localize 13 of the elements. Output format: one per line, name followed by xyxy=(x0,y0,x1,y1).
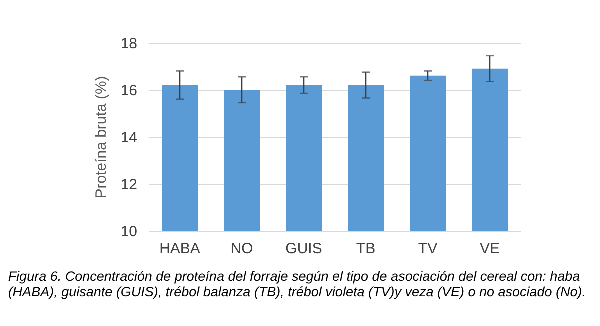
y-tick-label: 16 xyxy=(120,82,138,100)
y-tick-label: 10 xyxy=(120,224,138,240)
x-tick-label: TB xyxy=(356,240,376,258)
y-axis-title: Proteína bruta (%) xyxy=(92,76,110,199)
y-tick-label: 12 xyxy=(120,176,138,194)
y-tick-label: 18 xyxy=(120,36,138,52)
x-tick-label: GUIS xyxy=(286,240,322,258)
x-tick-label: TV xyxy=(418,240,438,258)
x-tick-label: HABA xyxy=(160,240,200,258)
text: Figura 6. Concentración de proteína del forraje según el tipo de asociación del cereal con: haba (HABA), guisante (GUIS), trébol balanza (TB), trébol violeta (TV)y veza (VE) o no asociado (No). xyxy=(8,269,586,300)
x-tick-label: VE xyxy=(480,240,500,258)
y-tick-label: 14 xyxy=(120,130,138,146)
x-tick-label: NO xyxy=(230,240,254,258)
